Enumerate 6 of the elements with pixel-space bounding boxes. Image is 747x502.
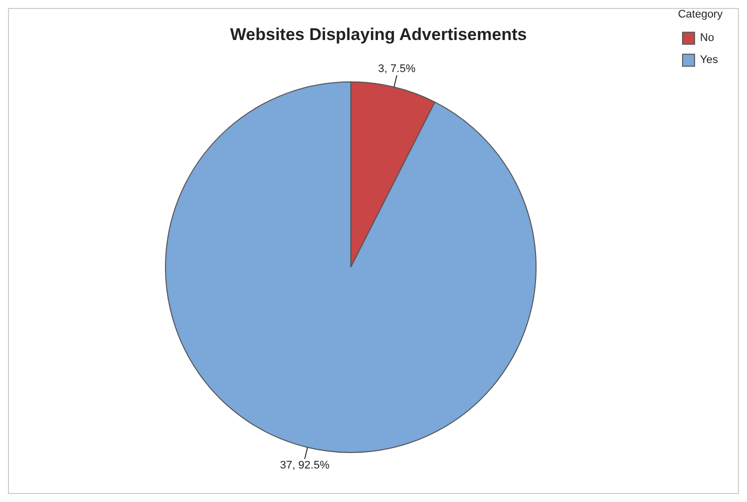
legend-title: Category [678, 8, 724, 21]
legend-label: Yes [700, 54, 718, 66]
chart-title: Websites Displaying Advertisements [230, 24, 527, 44]
data-label: 37, 92.5% [280, 460, 330, 472]
data-label: 3, 7.5% [378, 62, 416, 75]
legend-label: No [700, 32, 714, 44]
